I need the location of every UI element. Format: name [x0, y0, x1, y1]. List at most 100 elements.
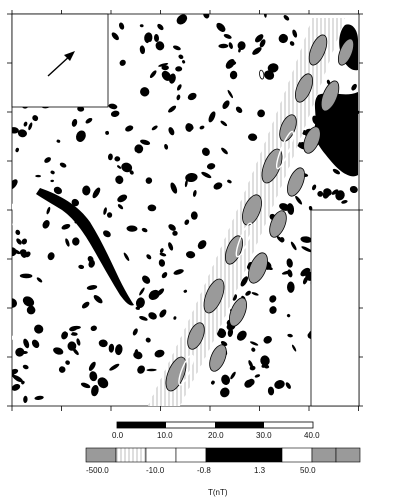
anomaly-blob	[278, 54, 283, 60]
anomaly-blob	[117, 194, 128, 203]
anomaly-blob	[286, 281, 295, 293]
anomaly-blob	[269, 306, 277, 314]
distance-tick-30: 30.0	[256, 431, 272, 440]
anomaly-blob	[240, 276, 249, 287]
anomaly-blob	[72, 348, 79, 356]
anomaly-blob	[90, 325, 97, 332]
anomaly-blob	[230, 116, 242, 121]
anomaly-blob	[290, 241, 297, 251]
anomaly-blob	[98, 339, 108, 348]
anomaly-blob	[238, 48, 241, 53]
anomaly-blob	[251, 292, 259, 296]
anomaly-blob	[227, 89, 234, 99]
anomaly-blob	[65, 238, 70, 247]
anomaly-blob	[107, 153, 113, 161]
anomaly-blob	[15, 229, 21, 236]
anomaly-blob	[34, 395, 44, 400]
anomaly-blob	[132, 328, 138, 336]
anomaly-blob	[326, 79, 331, 85]
anomaly-blob	[87, 256, 94, 263]
anomaly-blob	[129, 170, 134, 175]
anomaly-blob	[168, 242, 174, 251]
anomaly-blob	[220, 387, 230, 398]
anomaly-blob	[260, 355, 270, 366]
anomaly-blob	[199, 125, 205, 130]
anomaly-blob	[140, 139, 151, 146]
anomaly-blob	[218, 43, 229, 49]
anomaly-blob	[77, 106, 85, 112]
anomaly-blob	[87, 110, 99, 119]
anomaly-blob	[158, 62, 169, 67]
anomaly-blob	[295, 195, 303, 205]
anomaly-blob	[85, 117, 93, 124]
color-scale-legend: -500.0 -10.0 -0.8 1.3 50.0 T(nT)	[85, 447, 361, 497]
anomaly-blob	[249, 365, 256, 371]
anomaly-blob	[221, 147, 228, 155]
anomaly-blob	[184, 219, 190, 225]
anomaly-blob	[148, 289, 160, 300]
anomaly-blob	[108, 343, 115, 353]
anomaly-blob	[229, 70, 238, 80]
anomaly-blob	[123, 252, 130, 261]
anomaly-blob	[227, 328, 234, 337]
anomaly-blob	[53, 347, 64, 355]
anomaly-blob	[103, 207, 107, 215]
anomaly-blob	[12, 222, 22, 231]
anomaly-blob	[335, 190, 345, 201]
anomaly-blob	[56, 139, 61, 143]
anomaly-blob	[213, 182, 223, 190]
anomaly-blob	[245, 115, 250, 121]
anomaly-blob	[46, 206, 51, 215]
dark-area-northeast	[314, 92, 358, 177]
anomaly-blob	[144, 148, 151, 153]
gray-anomaly-chain-west	[165, 34, 328, 392]
anomaly-blob	[201, 147, 210, 156]
anomaly-blob	[176, 94, 181, 101]
anomaly-blob	[173, 269, 184, 275]
anomaly-blob	[16, 238, 22, 245]
anomaly-blob	[139, 45, 146, 55]
anomaly-blob	[139, 24, 144, 28]
anomaly-blob	[114, 156, 121, 162]
anomaly-blob	[323, 188, 332, 196]
anomaly-blob	[156, 288, 165, 296]
anomaly-blob	[71, 198, 80, 207]
anomaly-blob	[12, 298, 17, 308]
anomaly-blob	[15, 347, 25, 357]
anomaly-blob	[184, 179, 188, 188]
anomaly-blob	[252, 47, 262, 55]
anomaly-blob	[155, 41, 165, 51]
anomaly-blob	[236, 330, 247, 341]
anomaly-blob	[186, 251, 196, 259]
anomaly-blob	[331, 189, 339, 195]
anomaly-blob	[274, 380, 285, 389]
dark-linear-feature	[36, 188, 134, 306]
anomaly-blob	[21, 238, 28, 245]
anomaly-blob	[216, 328, 227, 338]
anomaly-blob	[141, 227, 148, 233]
anomaly-blob	[147, 204, 157, 212]
scale-label-50: 50.0	[300, 466, 316, 475]
anomaly-blob	[201, 171, 212, 179]
anomaly-blob	[23, 338, 30, 349]
anomaly-blob	[332, 168, 341, 175]
anomaly-blob	[93, 295, 103, 304]
anomaly-blob	[50, 170, 55, 175]
anomaly-blob	[139, 287, 145, 296]
anomaly-blob	[146, 368, 157, 372]
anomaly-blob	[72, 237, 80, 246]
anomaly-blob	[71, 118, 78, 127]
frame-ticks	[7, 10, 363, 411]
anomaly-blob	[245, 290, 251, 296]
anomaly-blob	[185, 123, 193, 132]
anomaly-blob	[223, 33, 232, 39]
anomaly-blob	[126, 225, 138, 232]
anomaly-blob	[12, 368, 19, 375]
anomaly-blob	[237, 41, 246, 50]
anomaly-blob	[32, 115, 39, 122]
anomaly-blob	[154, 349, 165, 358]
anomaly-blob	[65, 360, 70, 365]
anomaly-blob	[172, 230, 178, 236]
anomaly-blob	[28, 122, 33, 131]
